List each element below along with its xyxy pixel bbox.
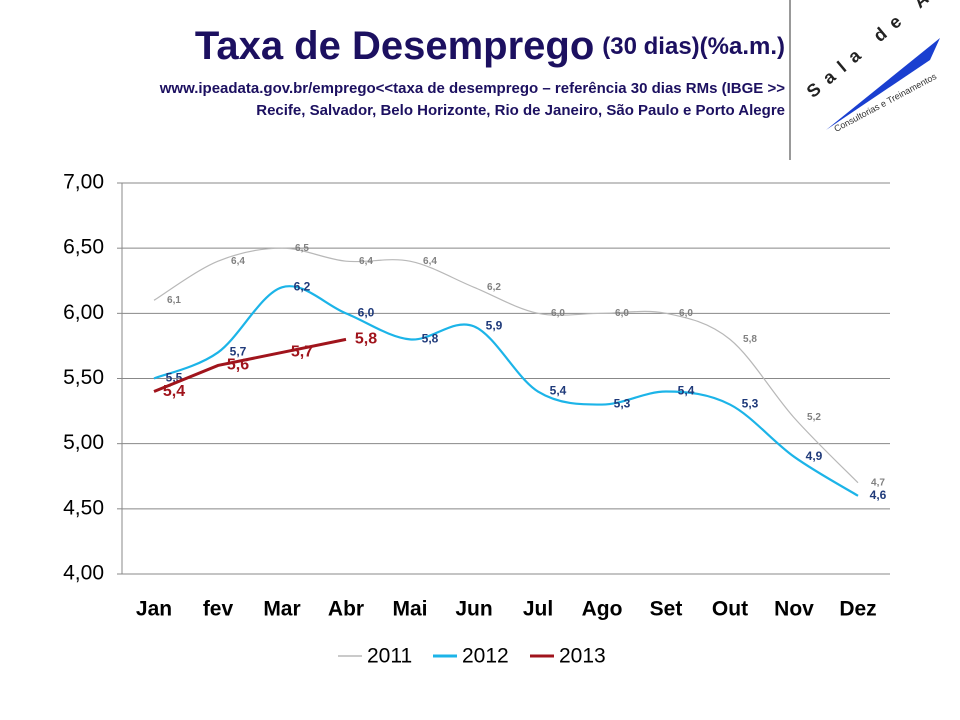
data-label: 6,0: [679, 308, 693, 319]
data-label: 5,8: [422, 332, 439, 346]
data-label: 4,7: [871, 477, 885, 488]
y-tick-label: 7,00: [63, 171, 104, 194]
y-tick-label: 5,00: [63, 431, 104, 454]
x-tick-label: Jun: [455, 598, 492, 621]
series-line: [153, 285, 859, 497]
x-tick-label: fev: [203, 598, 234, 621]
data-label: 6,0: [358, 306, 375, 320]
x-tick-label: Ago: [582, 598, 623, 621]
y-tick-label: 5,50: [63, 366, 104, 389]
y-tick-label: 4,00: [63, 562, 104, 585]
chart-title: Taxa de Desemprego: [195, 24, 594, 68]
data-label: 6,0: [551, 308, 565, 319]
data-label: 6,5: [295, 243, 309, 254]
x-tick-label: Nov: [774, 598, 814, 621]
logo-arrow: [826, 38, 940, 130]
logo-tagline: Consultorias e Treinamentos: [832, 71, 938, 134]
data-label: 5,3: [742, 397, 759, 411]
data-label: 6,1: [167, 295, 181, 306]
x-tick-label: Mar: [263, 598, 300, 621]
data-label: 6,0: [615, 308, 629, 319]
legend-label: 2011: [367, 645, 412, 668]
data-label: 5,2: [807, 412, 821, 423]
chart-title-group: Taxa de Desemprego (30 dias)(%a.m.): [195, 24, 785, 68]
data-label: 6,4: [231, 256, 245, 267]
legend-label: 2013: [559, 645, 606, 668]
data-label: 5,9: [486, 319, 503, 333]
x-tick-label: Dez: [839, 598, 876, 621]
x-tick-label: Jan: [136, 598, 172, 621]
subtitle: Recife, Salvador, Belo Horizonte, Rio de…: [256, 102, 785, 119]
x-tick-label: Mai: [392, 598, 427, 621]
chart-title-suffix: (30 dias)(%a.m.): [602, 33, 785, 60]
data-label: 5,7: [291, 344, 313, 361]
data-label: 4,6: [870, 488, 887, 502]
series-line: [153, 337, 347, 393]
data-label: 6,2: [294, 279, 311, 293]
series-line: [153, 247, 859, 484]
data-label: 5,4: [550, 384, 567, 398]
data-label: 5,8: [355, 331, 377, 348]
x-tick-label: Abr: [328, 598, 364, 621]
y-tick-label: 6,50: [63, 236, 104, 259]
data-label: 4,9: [806, 449, 823, 463]
subtitle: www.ipeadata.gov.br/emprego<<taxa de des…: [159, 80, 785, 97]
data-label: 5,7: [230, 345, 247, 359]
x-tick-label: Out: [712, 598, 748, 621]
y-tick-label: 6,00: [63, 301, 104, 324]
x-tick-label: Set: [650, 598, 683, 621]
data-label: 5,3: [614, 397, 631, 411]
data-label: 6,2: [487, 282, 501, 293]
data-label: 5,6: [227, 357, 249, 374]
data-label: 5,8: [743, 334, 757, 345]
y-tick-label: 4,50: [63, 496, 104, 519]
data-label: 5,4: [678, 384, 695, 398]
data-label: 6,4: [423, 256, 437, 267]
legend-label: 2012: [462, 645, 509, 668]
data-label: 5,4: [163, 383, 185, 400]
x-tick-label: Jul: [523, 598, 553, 621]
data-label: 6,4: [359, 256, 373, 267]
